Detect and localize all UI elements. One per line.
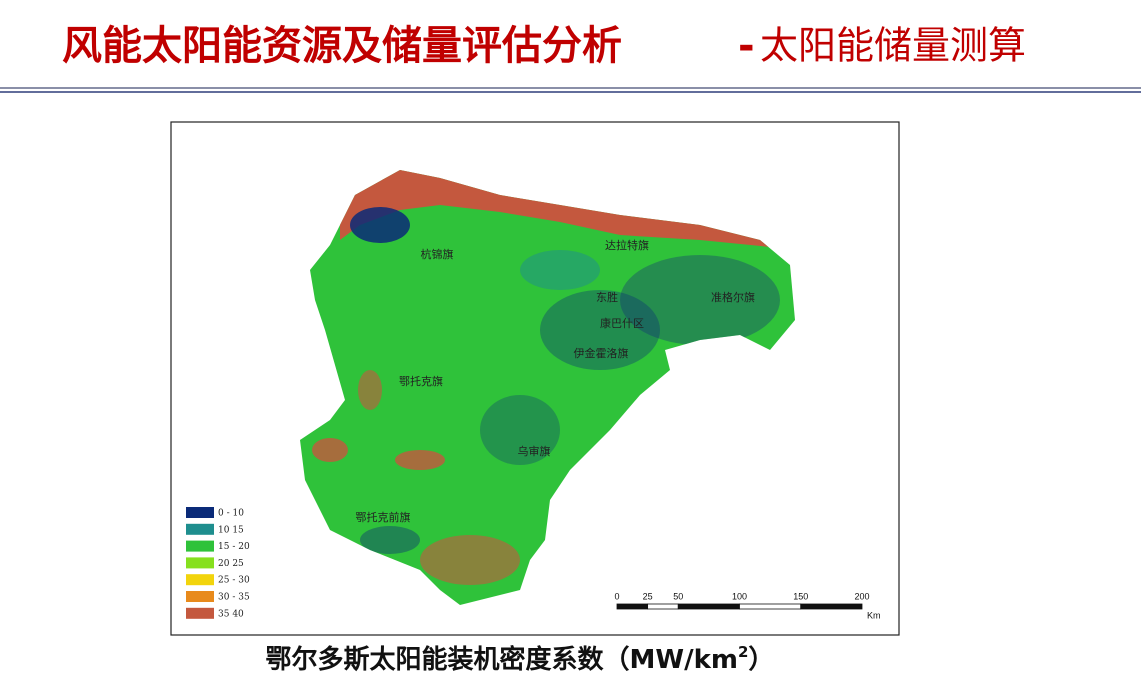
map-label: 达拉特旗 bbox=[605, 238, 649, 252]
scale-segment bbox=[739, 603, 802, 610]
title-dash: - bbox=[738, 23, 755, 69]
map-label: 杭锦旗 bbox=[421, 247, 454, 261]
map-label: 东胜 bbox=[596, 290, 618, 304]
caption-close: ） bbox=[748, 645, 774, 675]
map-label: 鄂托克旗 bbox=[399, 374, 443, 388]
legend-swatch bbox=[186, 607, 214, 619]
legend-swatch bbox=[186, 507, 214, 518]
map-label: 鄂托克前旗 bbox=[356, 510, 411, 524]
scale-label: 25 bbox=[643, 591, 653, 601]
legend-label: 30 - 35 bbox=[218, 593, 250, 603]
scale-label: 50 bbox=[673, 591, 683, 601]
caption: 鄂尔多斯太阳能装机密度系数（MW/km2） bbox=[266, 643, 775, 675]
caption-sup: 2 bbox=[738, 643, 748, 661]
legend-label: 25 - 30 bbox=[218, 576, 250, 586]
legend-swatch bbox=[186, 591, 214, 602]
map-label: 伊金霍洛旗 bbox=[574, 346, 629, 360]
title-main: 风能太阳能资源及储量评估分析 bbox=[62, 23, 622, 69]
scale-segment bbox=[677, 603, 740, 610]
title-sub: 太阳能储量测算 bbox=[760, 24, 1026, 68]
scale-segment bbox=[647, 603, 679, 610]
legend-swatch bbox=[186, 574, 214, 586]
map-label: 乌审旗 bbox=[518, 444, 551, 458]
map-label: 康巴什区 bbox=[600, 316, 644, 330]
scale-label: 100 bbox=[732, 591, 747, 601]
legend-swatch bbox=[186, 557, 214, 569]
scale-label: 200 bbox=[854, 591, 869, 601]
scale-unit: Km bbox=[867, 610, 881, 620]
legend-swatch bbox=[186, 540, 214, 552]
legend-label: 10 15 bbox=[218, 525, 244, 535]
scale-label: 150 bbox=[793, 591, 808, 601]
legend-label: 35 40 bbox=[218, 609, 244, 619]
map-label: 准格尔旗 bbox=[711, 290, 755, 304]
legend-label: 0 - 10 bbox=[218, 509, 244, 519]
scale-segment bbox=[616, 603, 649, 610]
scale-label: 0 bbox=[614, 591, 619, 601]
legend-swatch bbox=[186, 523, 214, 535]
scale-segment bbox=[800, 603, 863, 610]
caption-text: 鄂尔多斯太阳能装机密度系数（MW/km bbox=[266, 644, 738, 675]
legend-label: 20 25 bbox=[218, 559, 244, 569]
legend-label: 15 - 20 bbox=[218, 542, 250, 552]
